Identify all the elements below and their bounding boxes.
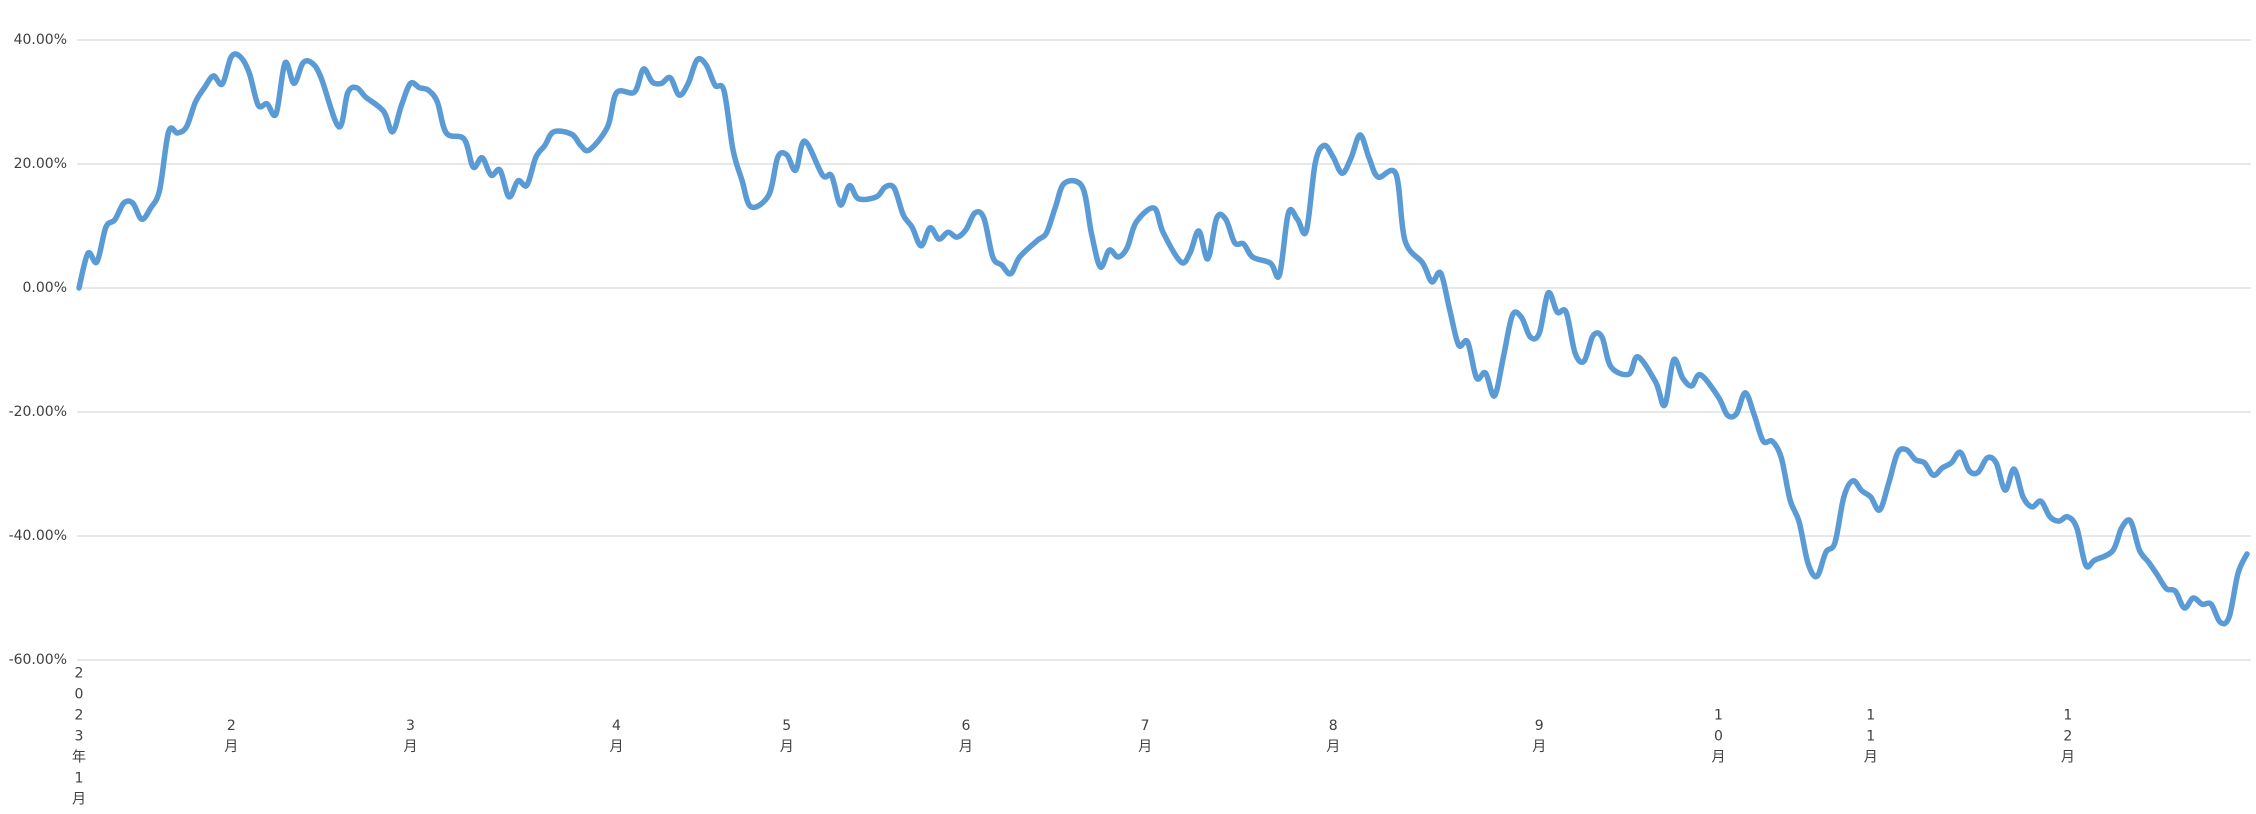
- y-tick-label: -20.00%: [8, 404, 67, 420]
- x-tick-label: 8月: [1326, 718, 1341, 755]
- x-tick-label: 5月: [779, 718, 794, 755]
- y-tick-label: -40.00%: [8, 528, 67, 544]
- y-tick-label: 0.00%: [22, 280, 67, 296]
- y-tick-label: 20.00%: [13, 156, 67, 172]
- series-line: [76, 51, 2250, 627]
- x-tick-label: 3月: [403, 718, 418, 755]
- x-tick-label: 2023年1月: [72, 665, 86, 808]
- x-tick-label: 2月: [224, 718, 239, 755]
- x-tick-label: 10月: [1711, 707, 1726, 766]
- x-tick-label: 6月: [958, 718, 973, 755]
- x-tick-label: 9月: [1532, 718, 1547, 755]
- y-tick-label: -60.00%: [8, 652, 67, 668]
- x-tick-label: 12月: [2060, 707, 2075, 766]
- gridlines: [77, 39, 2251, 661]
- series-group: [76, 51, 2250, 627]
- x-tick-label: 4月: [609, 718, 624, 755]
- x-tick-label: 7月: [1138, 718, 1153, 755]
- y-tick-label: 40.00%: [13, 32, 67, 48]
- x-tick-label: 11月: [1863, 707, 1878, 766]
